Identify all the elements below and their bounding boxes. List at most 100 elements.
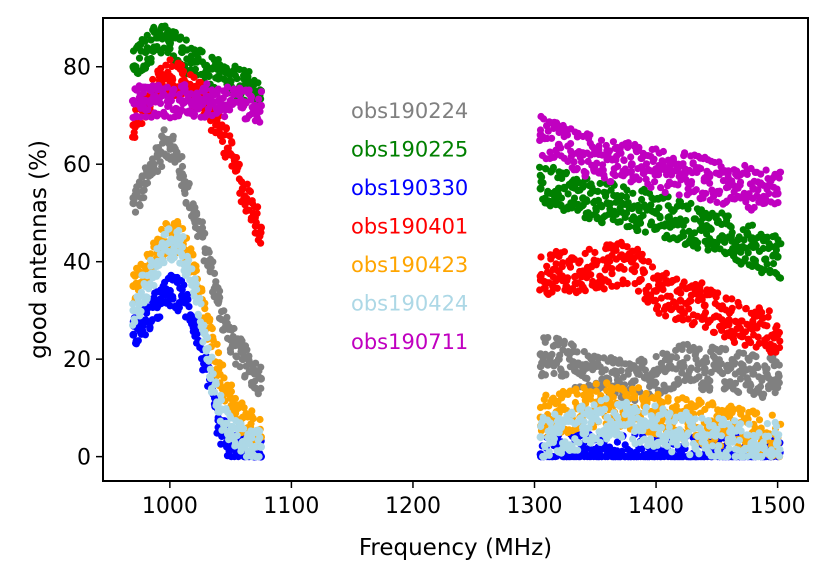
scatter-point-obs190224 — [223, 313, 231, 321]
scatter-point-obs190424 — [194, 310, 202, 318]
scatter-point-obs190424 — [256, 427, 264, 435]
scatter-point-obs190711 — [716, 187, 724, 195]
scatter-point-obs190225 — [763, 260, 771, 268]
scatter-point-obs190224 — [154, 167, 162, 175]
scatter-point-obs190424 — [210, 388, 219, 396]
scatter-point-obs190225 — [776, 274, 785, 282]
scatter-point-obs190225 — [629, 189, 637, 197]
series-obs190424 — [129, 225, 784, 461]
scatter-point-obs190330 — [175, 303, 183, 312]
scatter-point-obs190424 — [240, 425, 248, 433]
scatter-point-obs190225 — [135, 54, 144, 62]
scatter-point-obs190225 — [751, 257, 760, 265]
scatter-point-obs190224 — [544, 334, 552, 342]
scatter-point-obs190711 — [706, 179, 714, 187]
scatter-point-obs190225 — [616, 218, 624, 226]
scatter-point-obs190401 — [755, 339, 763, 347]
scatter-point-obs190401 — [673, 275, 681, 283]
scatter-point-obs190423 — [573, 390, 581, 398]
scatter-point-obs190401 — [764, 313, 772, 321]
scatter-point-obs190225 — [647, 201, 655, 209]
scatter-point-obs190424 — [755, 429, 763, 437]
scatter-point-obs190423 — [231, 394, 239, 403]
scatter-point-obs190424 — [190, 292, 198, 300]
scatter-point-obs190424 — [233, 432, 241, 440]
scatter-point-obs190224 — [693, 365, 702, 374]
scatter-point-obs190401 — [196, 78, 205, 86]
scatter-point-obs190401 — [237, 178, 246, 186]
scatter-point-obs190424 — [590, 401, 598, 409]
scatter-point-obs190225 — [226, 77, 234, 85]
x-tick-label: 1200 — [385, 494, 441, 519]
scatter-point-obs190224 — [210, 269, 219, 277]
scatter-point-obs190330 — [141, 331, 149, 339]
scatter-point-obs190711 — [659, 147, 668, 156]
scatter-point-obs190225 — [685, 227, 693, 235]
scatter-point-obs190424 — [618, 433, 626, 441]
scatter-point-obs190401 — [246, 188, 254, 196]
x-tick-label: 1400 — [628, 494, 684, 519]
scatter-point-obs190401 — [640, 268, 649, 276]
scatter-point-obs190424 — [550, 435, 559, 443]
scatter-point-obs190423 — [227, 381, 236, 389]
scatter-point-obs190711 — [247, 96, 255, 104]
scatter-point-obs190401 — [659, 286, 667, 294]
scatter-point-obs190224 — [722, 346, 730, 354]
scatter-point-obs190711 — [221, 113, 229, 121]
axis-ticks: 1000 1100 1200 1300 1400 1500 0 20 40 60 80 — [63, 56, 806, 519]
scatter-point-obs190424 — [731, 453, 739, 461]
scatter-point-obs190401 — [252, 218, 260, 227]
scatter-point-obs190224 — [756, 382, 765, 391]
scatter-point-obs190224 — [216, 293, 224, 302]
scatter-point-obs190711 — [607, 178, 615, 186]
scatter-point-obs190711 — [586, 131, 594, 139]
scatter-point-obs190401 — [608, 265, 616, 273]
scatter-point-obs190225 — [760, 266, 768, 274]
scatter-point-obs190224 — [583, 374, 591, 383]
scatter-point-obs190401 — [765, 307, 773, 315]
scatter-point-obs190225 — [777, 240, 785, 248]
scatter-point-obs190225 — [542, 165, 550, 173]
x-tick-label: 1300 — [507, 494, 563, 519]
scatter-point-obs190224 — [548, 350, 556, 358]
scatter-point-obs190424 — [715, 442, 723, 450]
scatter-point-obs190401 — [677, 289, 685, 297]
scatter-point-obs190424 — [651, 402, 659, 410]
scatter-point-obs190424 — [580, 418, 588, 426]
scatter-point-obs190424 — [681, 439, 689, 447]
scatter-point-obs190711 — [144, 106, 152, 114]
scatter-point-obs190423 — [586, 388, 595, 396]
scatter-point-obs190225 — [724, 212, 732, 220]
scatter-point-obs190424 — [537, 433, 545, 441]
scatter-point-obs190711 — [600, 174, 609, 182]
scatter-point-obs190711 — [223, 83, 232, 91]
scatter-point-obs190225 — [691, 229, 699, 237]
scatter-point-obs190224 — [182, 198, 190, 207]
scatter-point-obs190225 — [536, 163, 544, 171]
scatter-point-obs190424 — [602, 395, 610, 403]
scatter-point-obs190225 — [245, 68, 253, 76]
scatter-point-obs190423 — [755, 416, 764, 424]
scatter-point-obs190224 — [243, 346, 251, 354]
scatter-point-obs190711 — [604, 149, 612, 157]
scatter-point-obs190224 — [731, 359, 739, 367]
scatter-point-obs190424 — [196, 294, 204, 302]
scatter-point-obs190711 — [642, 160, 651, 168]
scatter-point-obs190401 — [606, 257, 614, 265]
scatter-point-obs190424 — [727, 424, 735, 432]
scatter-point-obs190225 — [598, 203, 606, 211]
scatter-point-obs190224 — [169, 132, 177, 140]
scatter-point-obs190401 — [235, 160, 243, 168]
scatter-point-obs190423 — [682, 396, 690, 404]
scatter-point-obs190424 — [175, 227, 183, 235]
scatter-point-obs190424 — [143, 293, 151, 301]
scatter-point-obs190401 — [257, 239, 265, 247]
scatter-point-obs190330 — [185, 303, 193, 311]
scatter-point-obs190224 — [555, 335, 563, 343]
scatter-point-obs190424 — [212, 380, 220, 388]
scatter-point-obs190424 — [178, 252, 186, 260]
scatter-point-obs190401 — [637, 275, 645, 284]
scatter-point-obs190423 — [738, 406, 746, 414]
scatter-point-obs190424 — [763, 420, 772, 428]
scatter-point-obs190424 — [686, 451, 694, 459]
